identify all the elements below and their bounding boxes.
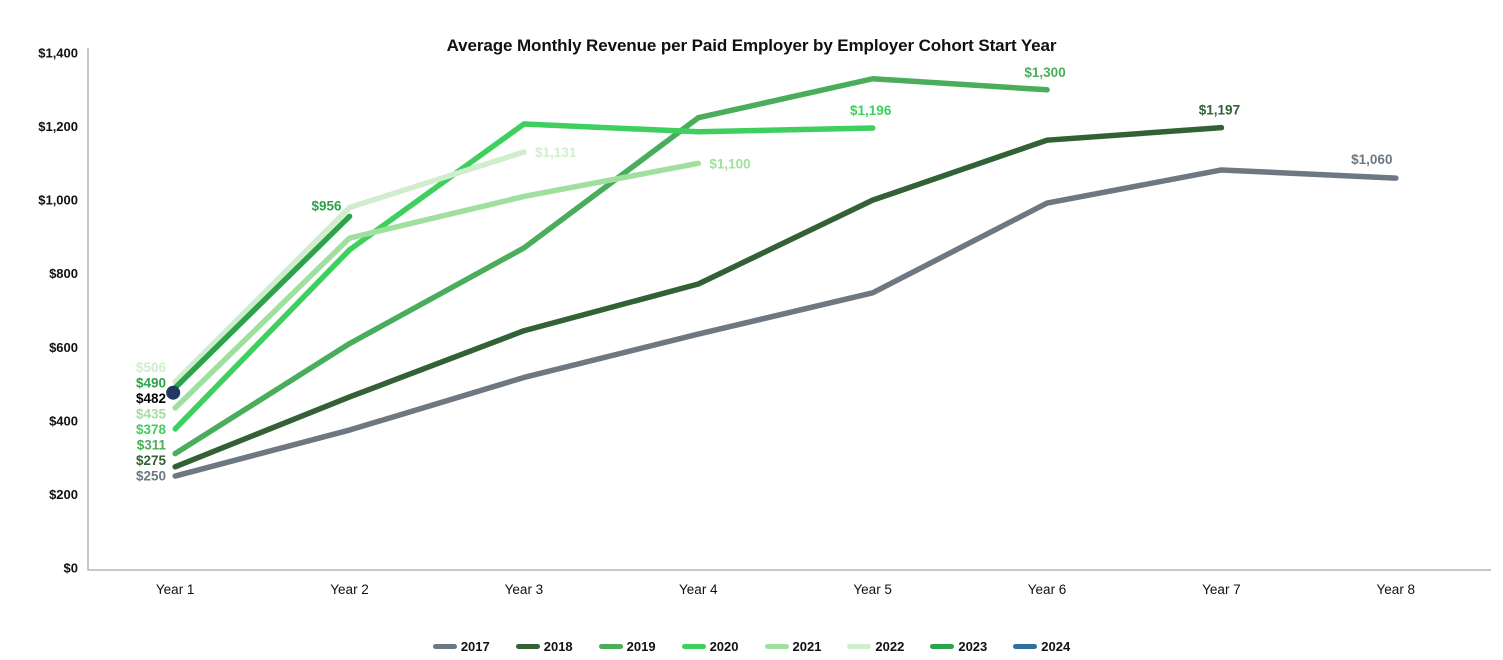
legend-label: 2017 [460,639,490,654]
start-value-label: $311 [137,438,167,453]
legend-item-2020: 2020 [681,639,739,654]
legend-swatch-2018 [515,644,540,649]
legend-swatch-2022 [847,644,872,649]
start-value-label: $490 [136,376,166,391]
series-line-2020 [172,121,876,432]
data-point-2024 [166,385,181,400]
legend-item-2024: 2024 [1013,639,1070,654]
axis-lines [87,48,1491,571]
legend-item-2017: 2017 [432,639,490,654]
legend-item-2023: 2023 [930,639,987,654]
x-axis-label: Year 8 [1377,582,1416,597]
legend-item-2019: 2019 [598,639,656,654]
legend-item-2022: 2022 [847,639,904,654]
legend-swatch-2017 [432,644,457,649]
series-line-2021 [172,160,702,411]
start-value-label: $378 [136,422,167,437]
legend-swatch-2024 [1013,644,1038,649]
series-line-2022 [172,149,527,385]
x-axis-label: Year 4 [679,582,718,597]
end-value-label: $956 [312,198,343,213]
y-tick-label: $1,400 [38,46,78,61]
y-tick-label: $800 [49,266,78,281]
legend-swatch-2023 [930,644,955,649]
start-value-label: $482 [136,391,166,406]
x-axis-label: Year 3 [505,582,544,597]
chart-legend: 2017 2018 2019 2020 2021 2022 2023 2024 [0,639,1503,654]
start-value-label: $435 [136,407,167,422]
legend-swatch-2020 [681,644,706,649]
series-line-2023 [172,213,353,391]
legend-swatch-2019 [598,644,623,649]
end-value-label: $1,131 [535,145,577,160]
legend-label: 2021 [792,639,822,654]
end-value-label: $1,300 [1024,65,1065,80]
legend-label: 2018 [543,639,573,654]
start-value-label: $506 [136,360,167,375]
legend-item-2021: 2021 [764,639,822,654]
x-axis-label: Year 6 [1028,582,1067,597]
x-axis-label: Year 7 [1202,582,1241,597]
legend-item-2018: 2018 [515,639,573,654]
legend-label: 2022 [875,639,905,654]
y-tick-label: $1,200 [38,119,78,134]
legend-label: 2019 [626,639,656,654]
y-tick-label: $200 [49,487,78,502]
series-line-2017 [172,167,1399,479]
y-tick-label: $400 [49,413,78,428]
y-tick-label: $600 [49,340,78,355]
legend-label: 2023 [958,639,988,654]
x-axis-label: Year 1 [156,582,195,597]
end-value-label: $1,100 [709,156,750,171]
end-value-label: $1,196 [850,103,892,118]
x-axis-label: Year 5 [853,582,892,597]
y-tick-label: $0 [64,561,78,576]
start-value-label: $250 [136,469,166,484]
legend-label: 2020 [709,639,739,654]
series-line-2019 [172,76,1050,457]
y-tick-label: $1,000 [38,193,78,208]
start-value-label: $275 [136,453,167,468]
x-axis-label: Year 2 [330,582,369,597]
end-value-label: $1,060 [1351,152,1392,167]
legend-label: 2024 [1041,639,1071,654]
end-value-label: $1,197 [1199,103,1240,118]
chart-title: Average Monthly Revenue per Paid Employe… [446,36,1057,55]
legend-swatch-2021 [764,644,789,649]
series-line-2018 [172,124,1225,470]
